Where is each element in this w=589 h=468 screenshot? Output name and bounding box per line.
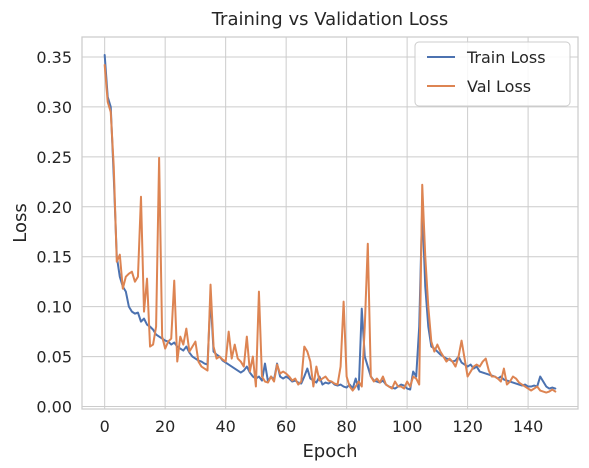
x-tick-label: 120: [452, 417, 483, 436]
x-tick-label: 140: [513, 417, 544, 436]
y-axis-label: Loss: [10, 203, 31, 242]
y-tick-label: 0.30: [36, 98, 72, 117]
y-tick-label: 0.00: [36, 398, 72, 417]
x-axis-label: Epoch: [302, 441, 357, 462]
x-tick-label: 20: [155, 417, 175, 436]
x-tick-label: 80: [336, 417, 356, 436]
y-tick-labels: 0.00 0.05 0.10 0.15 0.20 0.25 0.30 0.35: [36, 48, 72, 417]
chart-title: Training vs Validation Loss: [211, 9, 449, 30]
y-tick-label: 0.20: [36, 198, 72, 217]
x-tick-label: 100: [392, 417, 423, 436]
y-tick-label: 0.25: [36, 148, 72, 167]
y-tick-label: 0.10: [36, 298, 72, 317]
x-tick-label: 60: [276, 417, 296, 436]
y-tick-label: 0.35: [36, 48, 72, 67]
legend: Train Loss Val Loss: [414, 41, 571, 107]
series-line-val-loss: [103, 63, 557, 394]
x-tick-labels: 0 20 40 60 80 100 120 140: [100, 417, 544, 436]
series-layer: [103, 53, 557, 394]
x-tick-label: 40: [215, 417, 235, 436]
legend-label-train-loss: Train Loss: [466, 48, 546, 67]
plot-frame: [81, 36, 579, 410]
y-tick-label: 0.05: [36, 348, 72, 367]
y-tick-label: 0.15: [36, 248, 72, 267]
x-tick-label: 0: [100, 417, 110, 436]
legend-label-val-loss: Val Loss: [467, 77, 531, 96]
